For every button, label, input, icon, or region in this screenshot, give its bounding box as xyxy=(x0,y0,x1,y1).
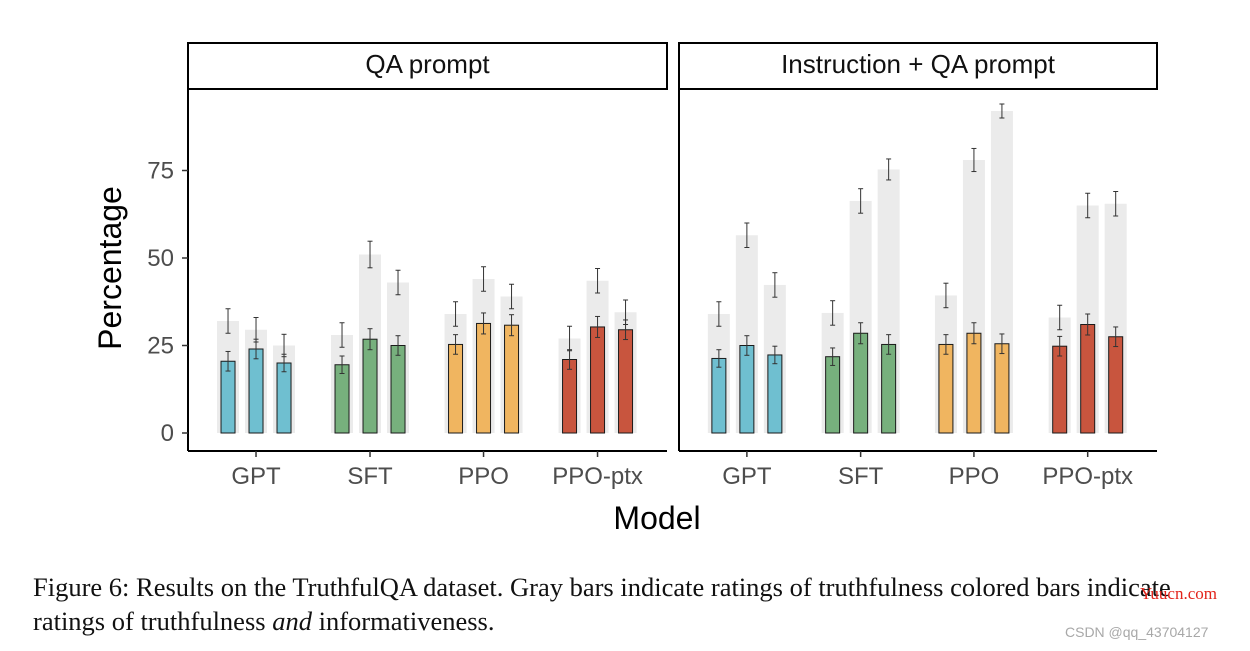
colored-bar xyxy=(739,345,755,434)
colored-bar xyxy=(562,359,578,434)
colored-bar xyxy=(390,345,406,434)
colored-bar xyxy=(767,354,783,434)
x-tick-label: SFT xyxy=(838,463,884,490)
x-tick-label: GPT xyxy=(231,463,281,490)
colored-bar xyxy=(476,322,492,434)
colored-bar xyxy=(825,356,841,434)
panel-title-0: QA prompt xyxy=(365,49,490,79)
y-tick-label: 25 xyxy=(147,333,174,360)
colored-bar xyxy=(938,343,954,434)
x-tick-label: PPO-ptx xyxy=(1042,463,1133,490)
panel-strip-1 xyxy=(678,42,1158,90)
x-tick-label: SFT xyxy=(347,463,393,490)
x-tick-label: GPT xyxy=(722,463,772,490)
x-tick-label: PPO xyxy=(949,463,1000,490)
figure-chart: QA prompt 0 25 50 75 GPT SFT PPO PPO-ptx Instruct… xyxy=(92,42,1158,536)
colored-bar xyxy=(966,332,982,434)
colored-bar xyxy=(362,338,378,434)
panel-strip-0 xyxy=(187,42,668,90)
colored-bar xyxy=(711,357,727,434)
y-tick-label: 0 xyxy=(161,420,174,447)
x-tick-label: PPO xyxy=(458,463,509,490)
figure-caption: Figure 6: Results on the TruthfulQA data… xyxy=(33,570,1223,638)
colored-bar xyxy=(1080,324,1096,434)
y-tick-label: 75 xyxy=(147,158,174,185)
x-tick-label: PPO-ptx xyxy=(552,463,643,490)
colored-bar xyxy=(881,343,897,434)
colored-bar xyxy=(248,348,264,434)
caption-text: Figure 6: Results on the TruthfulQA data… xyxy=(33,572,1171,636)
colored-bar xyxy=(220,360,236,434)
colored-bar xyxy=(1108,336,1124,434)
colored-bar xyxy=(853,332,869,434)
chart-svg: QA prompt 0 25 50 75 GPT SFT PPO PPO-ptx Instruct… xyxy=(92,42,1158,536)
y-tick-label: 50 xyxy=(147,245,174,272)
colored-bar xyxy=(618,329,634,434)
x-axis-title: Model xyxy=(613,500,700,536)
watermark-csdn: CSDN @qq_43704127 xyxy=(1065,624,1209,640)
plot-layer: QA prompt 0 25 50 75 GPT SFT PPO PPO-ptx Instruct… xyxy=(147,42,1158,490)
caption-text-end: informativeness. xyxy=(311,606,495,636)
colored-bar xyxy=(276,362,292,434)
colored-bar xyxy=(1052,345,1068,434)
watermark-yuucn: Yuucn.com xyxy=(1140,584,1217,603)
colored-bar xyxy=(590,326,606,434)
caption-emphasis: and xyxy=(272,606,312,636)
y-axis-title: Percentage xyxy=(92,186,128,350)
colored-bar xyxy=(448,343,464,434)
colored-bar xyxy=(994,343,1010,434)
panel-title-1: Instruction + QA prompt xyxy=(781,49,1056,79)
colored-bar xyxy=(334,364,350,434)
colored-bar xyxy=(504,324,520,434)
